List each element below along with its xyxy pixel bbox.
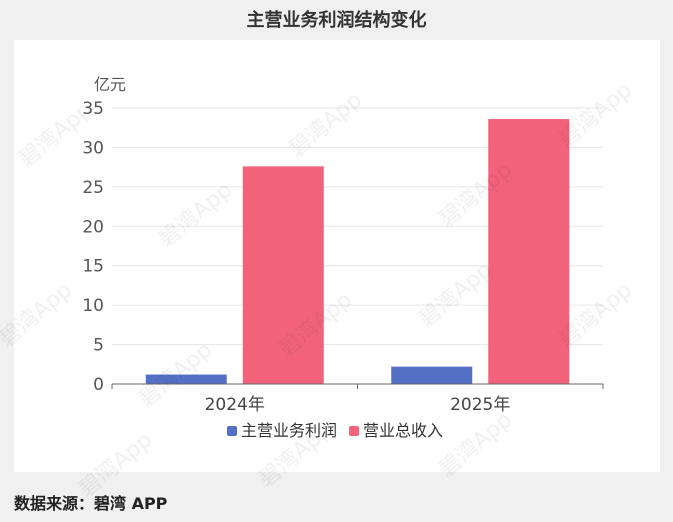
bars	[145, 119, 570, 384]
y-tick-label: 35	[82, 99, 104, 119]
bar	[488, 119, 570, 384]
legend-label: 主营业务利润	[241, 421, 337, 440]
grid-lines	[112, 107, 603, 346]
legend: 主营业务利润 营业总收入	[227, 421, 443, 440]
bar	[242, 166, 324, 384]
bar	[145, 374, 227, 384]
y-tick-label: 30	[82, 138, 104, 158]
chart-title: 主营业务利润结构变化	[246, 10, 427, 31]
x-tick-label: 2024年	[205, 395, 265, 415]
y-axis-unit-label: 亿元	[94, 75, 126, 94]
y-tick-label: 20	[82, 217, 104, 237]
x-axis: 2024年 2025年	[111, 383, 604, 415]
x-tick-label: 2025年	[450, 395, 510, 415]
y-tick-label: 15	[82, 257, 104, 277]
y-tick-label: 5	[93, 336, 104, 356]
chart-panel: 0 5 10 15 20 25 30 35 2024年 2025年 主营业务利润 营业总收入 亿元	[14, 40, 660, 472]
y-tick-label: 25	[82, 178, 104, 198]
source-note: 数据来源：碧湾 APP	[14, 494, 168, 513]
legend-swatch	[349, 426, 359, 436]
y-tick-label: 10	[82, 296, 104, 316]
y-axis: 0 5 10 15 20 25 30 35	[82, 99, 104, 395]
legend-label: 营业总收入	[363, 421, 443, 440]
bar-chart: 0 5 10 15 20 25 30 35 2024年 2025年 主营业务利润 营业总收入 亿元	[82, 75, 604, 440]
legend-swatch	[227, 426, 237, 436]
bar	[391, 366, 473, 384]
y-tick-label: 0	[93, 375, 104, 395]
